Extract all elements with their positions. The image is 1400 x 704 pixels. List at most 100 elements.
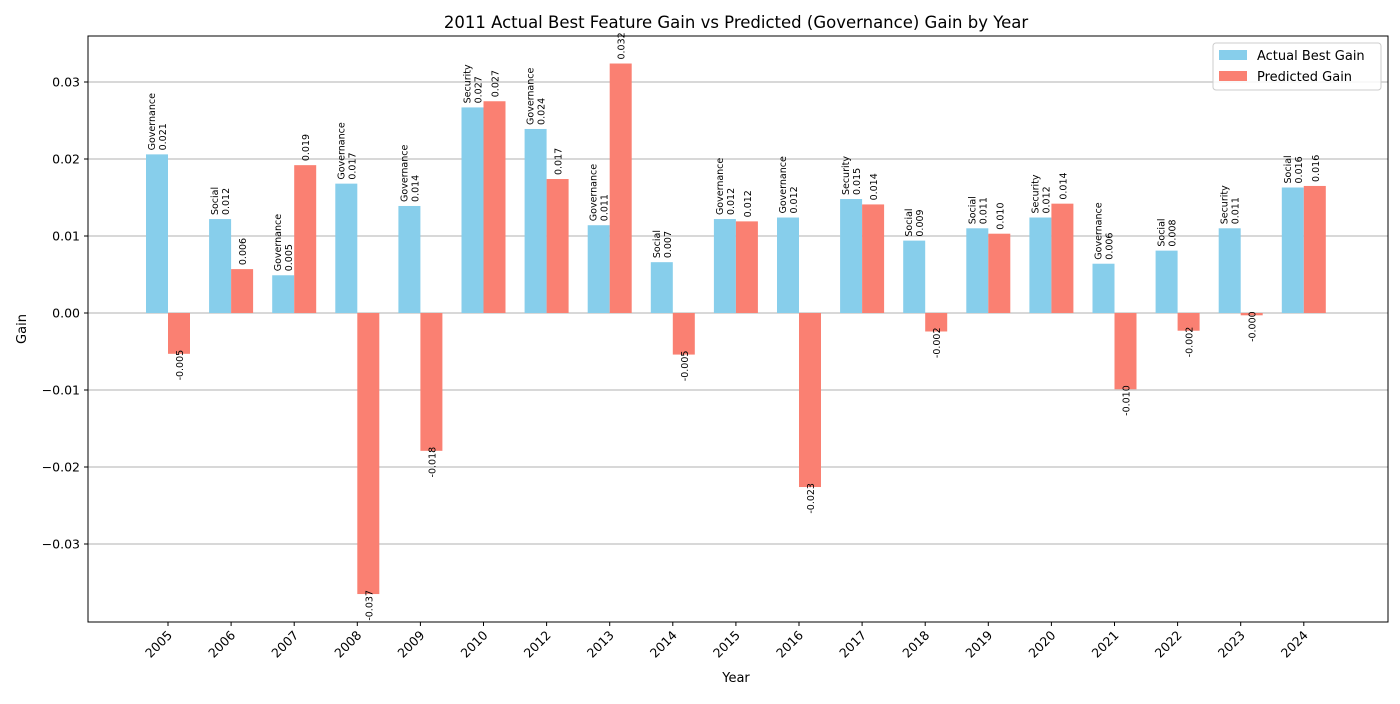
actual-value-label: 0.009	[915, 209, 926, 236]
legend: Actual Best Gain Predicted Gain	[1212, 42, 1382, 91]
actual-feature-label: Governance	[147, 93, 158, 150]
predicted-value-label: 0.032	[617, 32, 628, 59]
y-axis-title: Gain	[15, 314, 30, 344]
actual-bar	[713, 219, 736, 313]
predicted-bar	[735, 221, 758, 313]
x-tick-label: 2013	[584, 628, 617, 661]
actual-value-label: 0.017	[347, 152, 358, 179]
plot-frame	[87, 35, 1389, 623]
predicted-value-label: -0.000	[1248, 311, 1259, 342]
predicted-bar	[420, 313, 443, 451]
x-tick-label: 2020	[1025, 627, 1058, 660]
predicted-bar	[231, 269, 254, 313]
actual-bar	[1029, 217, 1052, 313]
actual-bar	[777, 217, 799, 313]
actual-bar-label: Security0.015	[841, 156, 863, 195]
bars	[146, 63, 1326, 595]
legend-label-actual: Actual Best Gain	[1257, 49, 1365, 64]
actual-bar	[587, 225, 610, 313]
predicted-value-label: 0.006	[238, 238, 249, 265]
predicted-value-label: -0.002	[932, 327, 943, 358]
x-tick-label: 2022	[1152, 628, 1185, 661]
y-tick-label: 0.03	[52, 75, 80, 90]
actual-feature-label: Security	[841, 156, 852, 195]
actual-bar	[461, 107, 484, 313]
actual-bar-label: Security0.011	[1220, 185, 1242, 224]
actual-bar	[1155, 250, 1178, 313]
predicted-bar	[799, 313, 821, 488]
predicted-bar	[546, 179, 569, 313]
actual-value-label: 0.012	[1041, 186, 1052, 213]
actual-bar-label: Social0.008	[1157, 218, 1179, 246]
actual-bar-label: Governance0.012	[778, 156, 800, 213]
x-tick-label: 2006	[205, 627, 238, 660]
predicted-bar	[1177, 313, 1200, 331]
actual-bar-label: Social0.012	[210, 187, 232, 215]
actual-bar	[146, 154, 168, 313]
actual-feature-label: Governance	[526, 68, 537, 125]
actual-bar-label: Governance0.011	[589, 164, 611, 221]
actual-bar	[903, 240, 926, 313]
predicted-value-label: 0.027	[491, 70, 502, 97]
actual-bar-label: Social0.009	[904, 208, 926, 236]
actual-value-label: 0.016	[1294, 156, 1305, 183]
actual-bar-label: Social0.007	[652, 230, 674, 258]
actual-value-label: 0.011	[1231, 197, 1242, 224]
predicted-value-label: 0.017	[554, 148, 565, 175]
x-tick-label: 2016	[773, 627, 806, 660]
actual-feature-label: Security	[463, 64, 474, 103]
predicted-bar	[357, 313, 380, 595]
actual-bar	[272, 275, 295, 313]
predicted-value-label: -0.005	[680, 351, 691, 382]
y-tick-label: 0.01	[52, 229, 80, 244]
actual-feature-label: Social	[967, 196, 978, 224]
actual-feature-label: Security	[1030, 174, 1041, 213]
actual-bar-label: Governance0.021	[147, 93, 169, 150]
predicted-value-label: -0.002	[1185, 327, 1196, 358]
actual-value-label: 0.011	[600, 194, 611, 221]
y-tick-label: 0.00	[52, 306, 80, 321]
y-tick-label: −0.01	[42, 383, 80, 398]
x-tick-label: 2018	[899, 627, 932, 660]
x-tick-label: 2023	[1215, 628, 1248, 661]
predicted-value-label: 0.016	[1311, 155, 1322, 182]
y-tick-label: 0.02	[52, 152, 80, 167]
x-tick-label: 2010	[458, 627, 491, 660]
actual-bar	[1092, 263, 1115, 313]
actual-value-label: 0.012	[789, 186, 800, 213]
actual-bar	[966, 228, 989, 313]
legend-swatch-actual	[1219, 50, 1247, 60]
predicted-bar	[862, 204, 885, 313]
predicted-bar	[1051, 203, 1074, 313]
predicted-value-label: 0.014	[1058, 172, 1069, 199]
actual-feature-label: Social	[1157, 218, 1168, 246]
actual-feature-label: Governance	[715, 158, 726, 215]
predicted-value-label: -0.037	[364, 590, 375, 621]
chart-title: 2011 Actual Best Feature Gain vs Predict…	[444, 13, 1029, 32]
predicted-value-label: -0.010	[1122, 385, 1133, 416]
actual-value-label: 0.012	[221, 188, 232, 215]
actual-bar-label: Governance0.017	[336, 122, 358, 179]
actual-feature-label: Social	[210, 187, 221, 215]
x-tick-label: 2009	[394, 627, 427, 660]
actual-bar	[524, 128, 547, 313]
actual-value-label: 0.007	[663, 231, 674, 258]
x-tick-label: 2021	[1089, 628, 1122, 661]
x-tick-label: 2005	[142, 628, 175, 661]
y-tick-label: −0.03	[42, 537, 80, 552]
legend-swatch-predicted	[1219, 71, 1247, 81]
actual-feature-label: Governance	[273, 214, 284, 271]
actual-value-label: 0.014	[410, 175, 421, 202]
x-tick-label: 2007	[268, 628, 301, 661]
predicted-value-label: 0.014	[869, 173, 880, 200]
actual-bar-label: Governance0.005	[273, 214, 295, 271]
y-tick-label: −0.02	[42, 460, 80, 475]
predicted-bar	[168, 313, 190, 354]
x-axis-title: Year	[721, 671, 750, 686]
predicted-value-label: -0.018	[427, 447, 438, 478]
x-tick-label: 2008	[331, 627, 364, 660]
actual-value-label: 0.015	[852, 168, 863, 195]
predicted-value-label: 0.012	[743, 190, 754, 217]
predicted-bar	[609, 63, 632, 313]
